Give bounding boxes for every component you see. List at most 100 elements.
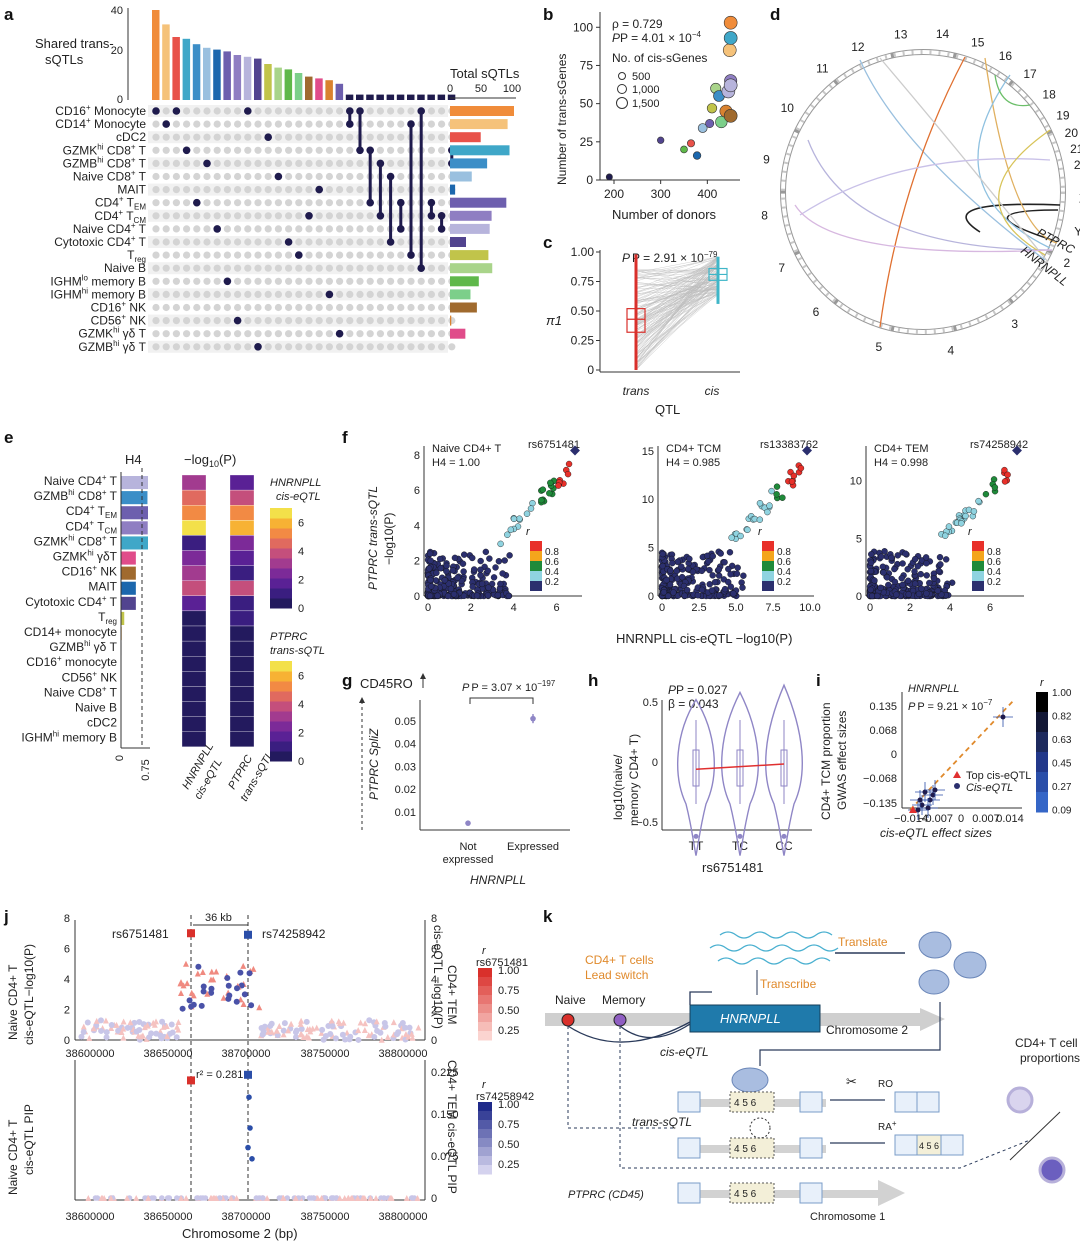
e-row-label-3-a: CD4 [65, 519, 89, 533]
j-top-tri-167 [118, 1029, 125, 1036]
i-point-3 [930, 792, 936, 798]
j-top-dot-26 [237, 969, 244, 976]
a-label-row-7: CD4+ TEM [95, 195, 146, 212]
a-dot-bg-12-17 [325, 264, 333, 272]
d-chr-label-10: 10 [781, 101, 795, 115]
j-top-tri-90 [298, 1017, 305, 1024]
a-dot-bg-11-1 [162, 251, 170, 259]
j-top-tri-139 [150, 1019, 157, 1026]
a-shared-bar-8 [233, 55, 242, 100]
a-dot-bg-15-15 [305, 303, 313, 312]
j-top-dot-197 [371, 1034, 378, 1041]
j-top-ylabel-left-1: Naive CD4+ T [6, 964, 20, 1040]
a-dot-bg-8-1 [162, 212, 170, 220]
g-y-tick-2: 0.03 [395, 761, 416, 773]
e-cis-cell-2 [181, 505, 207, 521]
f1-r2-seg-2 [762, 561, 774, 571]
f1-pt-258 [681, 592, 688, 600]
d-chromosome-labels: 12345678910111213141516171819202122XY [761, 27, 1080, 357]
e-row-label-13-b: + [92, 669, 97, 678]
e-row-label-2-d: EM [105, 511, 117, 520]
a-dot-bg-18-28 [438, 343, 446, 351]
a-dot-bg-1-27 [427, 120, 435, 128]
a-dot-bg-15-18 [336, 303, 344, 312]
a-dot-bg-10-20 [356, 238, 364, 246]
f0-y-tick-0: 0 [414, 591, 420, 603]
b-points [605, 15, 738, 181]
a-dot-bg-11-9 [244, 251, 252, 259]
e-row-label-1-d: + [102, 488, 107, 497]
g-dashed-arrowhead [359, 697, 365, 703]
j-top-tri-180 [220, 994, 227, 1001]
a-dot-bg-10-22 [376, 238, 384, 246]
a-shared-bar-18 [335, 83, 344, 100]
b-point-16 [722, 43, 737, 57]
e-log-header-tail: (P) [219, 452, 236, 467]
a-label-row-0-a: CD16 [55, 104, 86, 118]
e-row-label-5-b: hi [87, 549, 93, 558]
a-label-row-3: GZMKhi CD8+ T [63, 142, 147, 157]
panel-label-j: j [3, 907, 9, 926]
e-row-label-15-a: Naive B [75, 701, 117, 715]
i-cbar-seg-4 [1036, 772, 1048, 793]
f2-pt-149 [891, 565, 898, 573]
a-dot-bg-18-26 [417, 343, 425, 351]
f0-r2-seg-0 [530, 541, 542, 551]
a-dot-bg-3-27 [427, 146, 435, 154]
a-dot-bg-1-13 [285, 120, 293, 128]
f0-r2-seg-1 [530, 551, 542, 561]
e-row-label-17-b: hi [53, 730, 59, 739]
f2-pt-231 [905, 591, 912, 598]
a-dot-bg-0-10 [254, 107, 262, 115]
a-total-bar-3 [450, 145, 510, 156]
e-cis-cell-12 [181, 656, 207, 672]
a-dot-bg-17-17 [325, 330, 333, 338]
e-cbar2-tick-0: 0 [298, 756, 304, 768]
f0-pt-239 [447, 585, 455, 592]
a-dot-single-14 [295, 251, 303, 259]
a-dot-single-7 [223, 277, 232, 286]
e-h4-bar-2 [121, 506, 148, 520]
e-row-label-14: Naive CD8+ T [44, 684, 118, 699]
e-cis-cell-8 [181, 595, 207, 612]
a-dot-bg-6-11 [264, 186, 272, 194]
b-point-10 [715, 115, 728, 129]
c-pair-line-30 [635, 270, 719, 282]
e-row-label-1-c: CD8 [75, 489, 103, 503]
k-row-mid-exon-labels: 4 5 6 [734, 1144, 757, 1155]
j-bot-pt-4 [403, 1195, 410, 1201]
a-dot-single-9 [244, 107, 252, 115]
j-top-tri-183 [303, 1033, 310, 1040]
e-cb2-title-2: trans-sQTL [270, 645, 325, 657]
e-cbar1-seg-7 [270, 528, 292, 539]
f1-r2-tick-1: 0.6 [777, 557, 791, 568]
i-x-tick-1: −0.007 [919, 813, 953, 825]
a-dot-bg-1-14 [295, 120, 303, 128]
a-dot-bg-5-3 [183, 172, 191, 181]
a-label-row-17-b: hi [113, 326, 119, 335]
a-label-row-9-b: + [131, 221, 136, 230]
f1-pt-232 [708, 587, 716, 594]
k-memory-label: Memory [602, 993, 645, 1007]
a-dot-bg-12-9 [244, 264, 252, 272]
f0-hi-pt-31 [547, 479, 554, 487]
i-legend-cis: Cis-eQTL [966, 782, 1013, 794]
i-legend-circle [954, 783, 960, 789]
e-trans-cell-6 [229, 565, 255, 581]
k-row-bot-exon-right [799, 1182, 823, 1204]
a-dot-bg-11-12 [274, 251, 282, 259]
k-row-mid-exon-left [677, 1137, 701, 1159]
f1-pt-231 [669, 559, 676, 567]
e-log-header: −log10(P) [184, 452, 236, 469]
f0-pt-220 [477, 557, 484, 565]
a-dot-bg-14-14 [295, 290, 303, 298]
a-dot-bg-9-18 [336, 225, 344, 233]
a-dot-bg-13-12 [274, 277, 282, 285]
f0-pt-200 [477, 571, 484, 579]
k-proportion-1: CD4+ T cell [1015, 1036, 1078, 1050]
j-legend2-seg-2 [478, 1120, 492, 1130]
e-cis-cell-14 [181, 686, 207, 702]
j-bot-pt-112 [292, 1195, 299, 1201]
